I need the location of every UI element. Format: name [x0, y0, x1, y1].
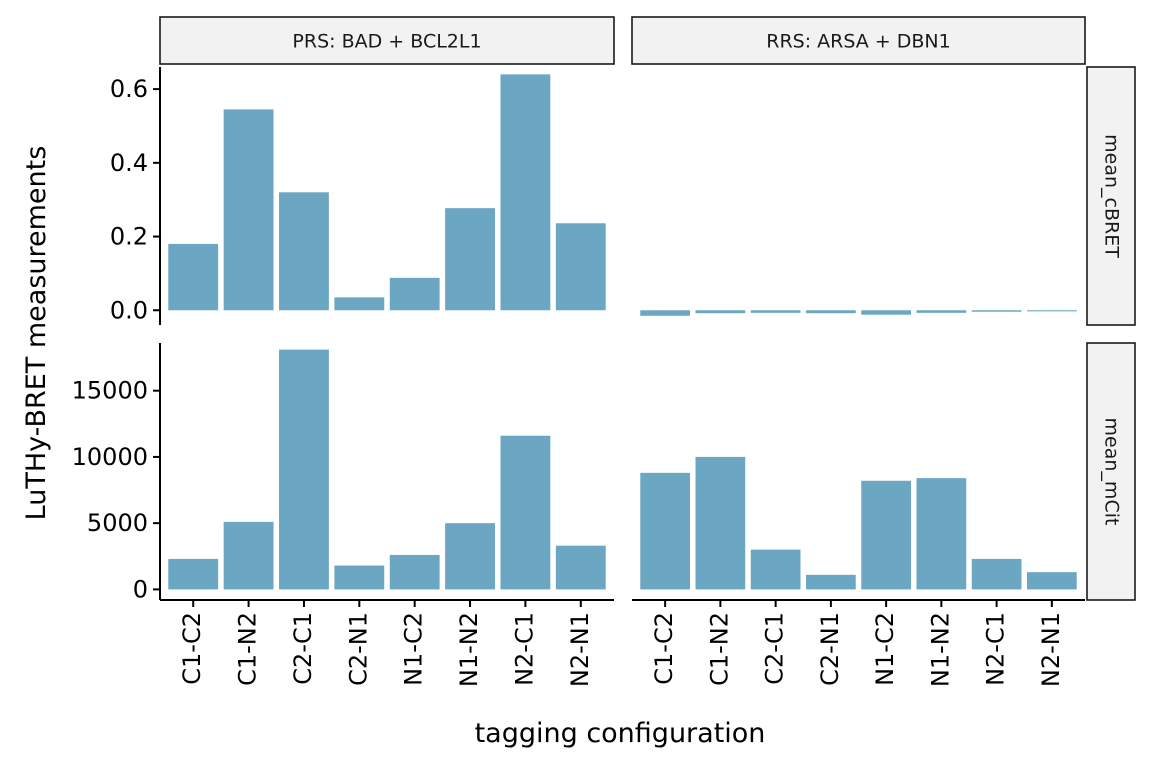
- x-tick-label: C2-C1: [761, 612, 789, 685]
- facet-strip-top: [159, 16, 615, 65]
- x-tick-label: N1-N2: [455, 612, 483, 687]
- bar: [750, 310, 801, 313]
- bar: [806, 574, 856, 590]
- x-tick-label: N2-N1: [1037, 612, 1065, 687]
- bar: [223, 521, 274, 590]
- bar: [916, 478, 967, 590]
- bar: [695, 456, 746, 590]
- bar: [389, 554, 440, 590]
- facet-strip-label: mean_cBRET: [1101, 134, 1123, 258]
- x-tick-label: C1-C2: [178, 612, 206, 685]
- x-tick-label: N2-C1: [510, 612, 538, 686]
- facet-strip-top: [631, 16, 1086, 65]
- y-tick-label: 0.6: [110, 75, 148, 103]
- x-tick-label: N1-C2: [871, 612, 899, 686]
- x-tick-label: C2-C1: [289, 612, 317, 685]
- bar: [334, 297, 385, 311]
- y-tick-label: 5000: [87, 509, 148, 537]
- bar: [389, 277, 440, 311]
- y-tick-label: 0: [133, 575, 148, 603]
- x-tick-label: C2-N1: [816, 612, 844, 686]
- facet-strip-label: RRS: ARSA + DBN1: [766, 31, 950, 53]
- x-tick-label: C1-N2: [705, 612, 733, 686]
- x-tick-label: N2-N1: [566, 612, 594, 687]
- x-tick-label: N2-C1: [982, 612, 1010, 686]
- bar: [640, 472, 691, 590]
- bar: [1026, 572, 1077, 590]
- facet-strip-label: mean_mCit: [1101, 418, 1123, 526]
- x-tick-label: N1-N2: [926, 612, 954, 687]
- bar: [555, 223, 606, 311]
- bar: [334, 565, 385, 590]
- bar: [861, 310, 911, 315]
- bar: [555, 545, 606, 590]
- bar: [168, 558, 219, 590]
- x-tick-label: C2-N1: [344, 612, 372, 686]
- bar: [971, 558, 1022, 590]
- bar: [806, 310, 856, 314]
- facet-strip-right: [1086, 342, 1136, 601]
- y-tick-label: 0.0: [110, 296, 148, 324]
- y-tick-label: 0.4: [110, 149, 148, 177]
- bar: [279, 192, 329, 311]
- bar: [750, 549, 801, 590]
- x-tick-label: C1-C2: [650, 612, 678, 685]
- x-axis-title: tagging configuration: [475, 718, 766, 749]
- x-tick-label: C1-N2: [234, 612, 262, 686]
- bar: [640, 310, 691, 316]
- y-tick-label: 15000: [72, 377, 148, 405]
- bar: [861, 480, 911, 590]
- facet-strip-label: PRS: BAD + BCL2L1: [292, 31, 481, 53]
- bar: [500, 74, 551, 311]
- bar: [168, 243, 219, 311]
- facet-strip-right: [1086, 66, 1136, 326]
- y-tick-label: 10000: [72, 443, 148, 471]
- y-tick-label: 0.2: [110, 223, 148, 251]
- y-axis-title: LuTHy-BRET measurements: [21, 146, 52, 521]
- bar: [916, 310, 967, 313]
- x-tick-label: N1-C2: [400, 612, 428, 686]
- bar: [279, 349, 329, 590]
- bar: [1026, 310, 1077, 312]
- bar: [971, 310, 1022, 312]
- bar: [445, 208, 495, 311]
- bar: [223, 109, 274, 311]
- bar: [500, 435, 551, 590]
- bar: [445, 523, 495, 590]
- bar: [695, 310, 746, 314]
